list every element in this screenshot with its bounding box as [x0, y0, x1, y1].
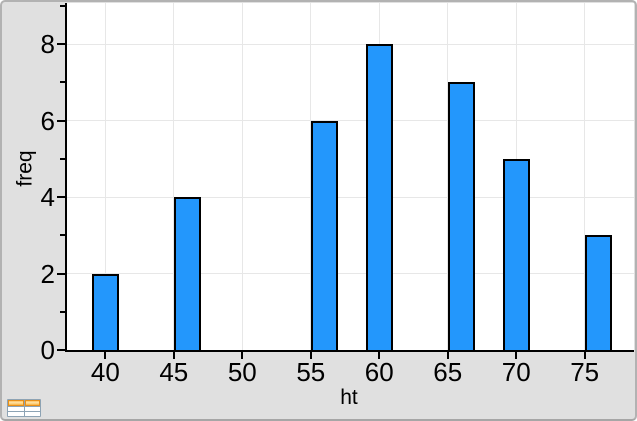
spreadsheet-icon-cell [24, 407, 40, 411]
x-axis-title[interactable]: ht [340, 386, 358, 409]
x-tick-label: 60 [364, 357, 394, 387]
x-tick-label: 65 [433, 357, 463, 387]
gridline-vertical [584, 3, 586, 350]
y-axis-tick [57, 119, 67, 122]
spreadsheet-icon-cell [8, 412, 24, 416]
y-axis-minor-tick [60, 234, 67, 237]
histogram-bar[interactable] [584, 235, 613, 350]
histogram-bar[interactable] [310, 120, 339, 350]
x-tick-label: 55 [296, 357, 326, 387]
x-axis-tick [446, 350, 449, 359]
y-axis-minor-tick [60, 5, 67, 8]
histogram-bar[interactable] [91, 273, 120, 350]
x-tick-label: 50 [227, 357, 257, 387]
y-axis-tick [57, 43, 67, 46]
y-tick-label: 0 [40, 335, 55, 365]
y-axis-tick [57, 272, 67, 275]
x-tick-label: 45 [159, 357, 189, 387]
y-tick-label: 6 [40, 105, 55, 136]
x-axis-tick [241, 350, 244, 359]
x-axis-tick [172, 350, 175, 359]
gridline-horizontal [67, 43, 634, 45]
gridline-horizontal [67, 196, 634, 198]
gridline-horizontal [67, 273, 634, 275]
x-axis-tick [378, 350, 381, 359]
histogram-bar[interactable] [173, 197, 202, 350]
x-tick-label: 75 [570, 357, 600, 387]
y-axis-tick [57, 196, 67, 199]
x-axis-tick [104, 350, 107, 359]
spreadsheet-icon-cell [24, 412, 40, 416]
spreadsheet-icon[interactable] [7, 399, 41, 417]
y-axis-minor-tick [60, 81, 67, 84]
histogram-bar[interactable] [502, 158, 530, 350]
plot-canvas: 40 45 50 55 60 65 70 75 0 2 4 6 8 [41, 3, 634, 386]
x-axis-tick [309, 350, 312, 359]
y-tick-label: 2 [40, 258, 55, 289]
gridline-vertical [173, 3, 175, 350]
spreadsheet-icon-header-cell [24, 400, 40, 406]
y-tick-label: 4 [40, 182, 55, 213]
spreadsheet-icon-cell [8, 407, 24, 411]
y-axis-title[interactable]: freq [13, 150, 37, 187]
x-tick-label: 40 [90, 357, 120, 387]
y-axis-minor-tick [60, 310, 67, 313]
histogram-bar[interactable] [365, 44, 393, 350]
gridline-horizontal [67, 120, 634, 122]
y-axis-tick [57, 349, 67, 351]
x-tick-label: 70 [501, 357, 531, 387]
x-axis-tick [515, 350, 518, 359]
histogram-bar[interactable] [447, 82, 476, 350]
x-axis-tick [583, 350, 586, 359]
gridline-vertical [104, 3, 106, 350]
gridline-vertical [241, 3, 243, 350]
plot-area[interactable]: 40 45 50 55 60 65 70 75 0 2 4 6 8 [41, 3, 634, 386]
y-axis-minor-tick [60, 157, 67, 160]
y-tick-label: 8 [40, 29, 55, 60]
spreadsheet-icon-header-cell [8, 400, 24, 406]
